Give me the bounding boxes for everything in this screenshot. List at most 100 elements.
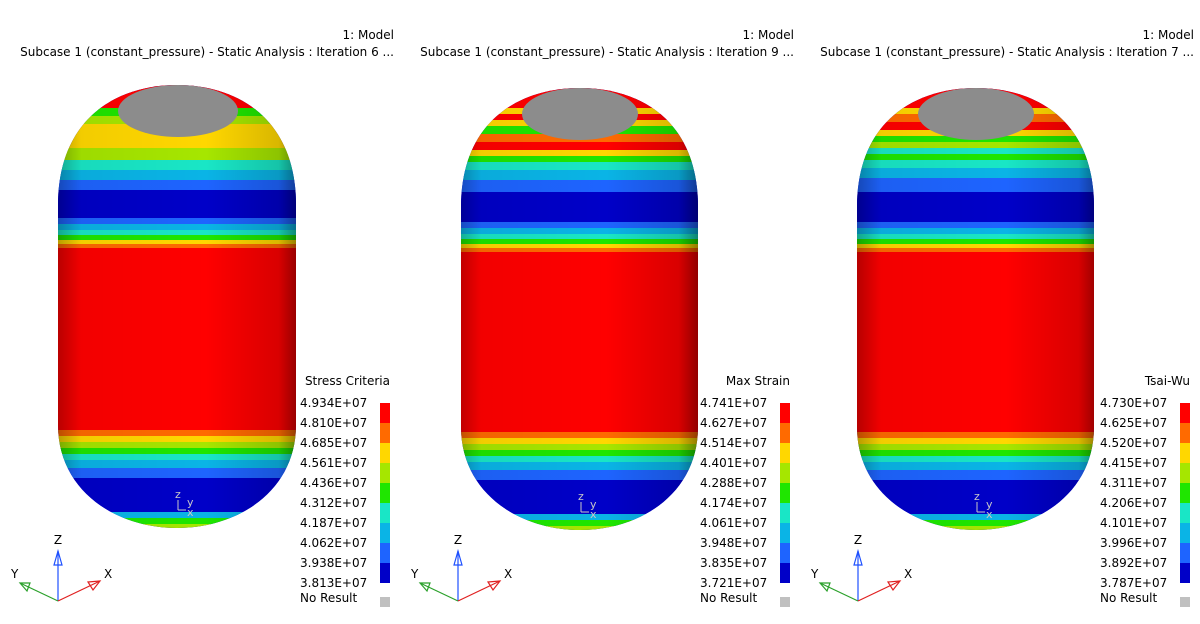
mini-x-label: x	[986, 508, 993, 521]
result-panel-stress-criteria[interactable]: 1: Model Subcase 1 (constant_pressure) -…	[0, 0, 400, 624]
mini-x-label: x	[187, 506, 194, 519]
legend-swatch	[380, 423, 390, 443]
legend-value: 3.835E+07	[700, 556, 768, 570]
legend-swatch	[380, 443, 390, 463]
legend-color-bar	[780, 403, 790, 583]
legend-swatch	[1180, 463, 1190, 483]
legend-swatch	[380, 403, 390, 423]
legend-swatch	[1180, 543, 1190, 563]
legend-title: Tsai-Wu	[1144, 374, 1190, 388]
legend-swatch	[1180, 483, 1190, 503]
legend-value: 4.061E+07	[700, 516, 768, 530]
legend-swatch	[1180, 443, 1190, 463]
legend-value: 4.520E+07	[1100, 436, 1168, 450]
mini-y-label: y	[187, 496, 194, 509]
legend-value: 3.787E+07	[1100, 576, 1168, 590]
result-panel-tsai-wu[interactable]: 1: Model Subcase 1 (constant_pressure) -…	[800, 0, 1200, 624]
legend-value: 4.062E+07	[300, 536, 368, 550]
legend-value: 4.436E+07	[300, 476, 368, 490]
subcase-label: Subcase 1 (constant_pressure) - Static A…	[20, 45, 394, 59]
legend-value: 4.288E+07	[700, 476, 768, 490]
no-result-label: No Result	[300, 591, 358, 605]
mini-z-label: z	[175, 488, 181, 501]
legend-value: 4.401E+07	[700, 456, 768, 470]
triad-z-label: Z	[54, 533, 62, 547]
legend-value: 3.948E+07	[700, 536, 768, 550]
vessel-port-cap	[522, 88, 638, 140]
legend-value: 3.813E+07	[300, 576, 368, 590]
triad-y-label: Y	[810, 567, 819, 581]
triad-x-label: X	[504, 567, 512, 581]
vessel-port-cap	[918, 88, 1034, 140]
legend-value: 4.514E+07	[700, 436, 768, 450]
model-axis-icon: z y x	[974, 490, 993, 521]
axis-triad-icon: Z Y X	[810, 533, 912, 602]
triad-x-label: X	[904, 567, 912, 581]
legend-swatch	[1180, 403, 1190, 423]
legend-swatch	[780, 423, 790, 443]
model-axis-icon: z y x	[578, 490, 597, 521]
no-result-swatch	[780, 597, 790, 607]
legend-value: 4.625E+07	[1100, 416, 1168, 430]
legend-swatch	[380, 543, 390, 563]
legend-swatch	[780, 483, 790, 503]
legend-value: 4.810E+07	[300, 416, 368, 430]
legend-value: 4.561E+07	[300, 456, 368, 470]
legend-value: 4.312E+07	[300, 496, 368, 510]
legend-swatch	[1180, 563, 1190, 583]
legend-swatch	[780, 503, 790, 523]
legend-swatch	[380, 503, 390, 523]
legend-value: 3.938E+07	[300, 556, 368, 570]
legend-swatch	[780, 463, 790, 483]
mini-z-label: z	[578, 490, 584, 503]
legend-value: 4.101E+07	[1100, 516, 1168, 530]
triad-y-label: Y	[410, 567, 419, 581]
triad-y-label: Y	[10, 567, 19, 581]
legend-swatch	[380, 523, 390, 543]
legend-swatch	[780, 523, 790, 543]
legend-value: 3.721E+07	[700, 576, 768, 590]
legend-swatch	[780, 543, 790, 563]
legend-value: 4.206E+07	[1100, 496, 1168, 510]
legend-swatch	[1180, 523, 1190, 543]
no-result-swatch	[1180, 597, 1190, 607]
legend-value: 4.934E+07	[300, 396, 368, 410]
legend-swatch	[780, 403, 790, 423]
legend-value: 4.627E+07	[700, 416, 768, 430]
legend-value: 4.174E+07	[700, 496, 768, 510]
subcase-label: Subcase 1 (constant_pressure) - Static A…	[820, 45, 1194, 59]
legend-color-bar	[1180, 403, 1190, 583]
pressure-vessel-contour[interactable]	[400, 0, 800, 624]
subcase-label: Subcase 1 (constant_pressure) - Static A…	[420, 45, 794, 59]
legend-swatch	[380, 563, 390, 583]
legend-swatch	[780, 443, 790, 463]
pressure-vessel-contour[interactable]	[800, 0, 1200, 624]
triad-z-label: Z	[454, 533, 462, 547]
axis-triad-icon: Z Y X	[10, 533, 112, 602]
legend-color-bar	[380, 403, 390, 583]
no-result-label: No Result	[1100, 591, 1158, 605]
model-label: 1: Model	[742, 28, 794, 42]
mini-y-label: y	[590, 498, 597, 511]
no-result-label: No Result	[700, 591, 758, 605]
legend-value: 4.685E+07	[300, 436, 368, 450]
legend-title: Max Strain	[725, 374, 790, 388]
legend-swatch	[1180, 423, 1190, 443]
legend-value: 4.730E+07	[1100, 396, 1168, 410]
legend-value: 4.415E+07	[1100, 456, 1168, 470]
legend-title: Stress Criteria	[304, 374, 390, 388]
pressure-vessel-contour[interactable]	[0, 0, 400, 624]
triad-x-label: X	[104, 567, 112, 581]
legend-swatch	[380, 483, 390, 503]
model-axis-icon: z y x	[175, 488, 194, 519]
model-label: 1: Model	[1142, 28, 1194, 42]
result-panel-max-strain[interactable]: 1: Model Subcase 1 (constant_pressure) -…	[400, 0, 800, 624]
legend-swatch	[1180, 503, 1190, 523]
mini-y-label: y	[986, 498, 993, 511]
legend-value: 4.187E+07	[300, 516, 368, 530]
triad-z-label: Z	[854, 533, 862, 547]
legend-value: 4.741E+07	[700, 396, 768, 410]
mini-z-label: z	[974, 490, 980, 503]
no-result-swatch	[380, 597, 390, 607]
axis-triad-icon: Z Y X	[410, 533, 512, 602]
